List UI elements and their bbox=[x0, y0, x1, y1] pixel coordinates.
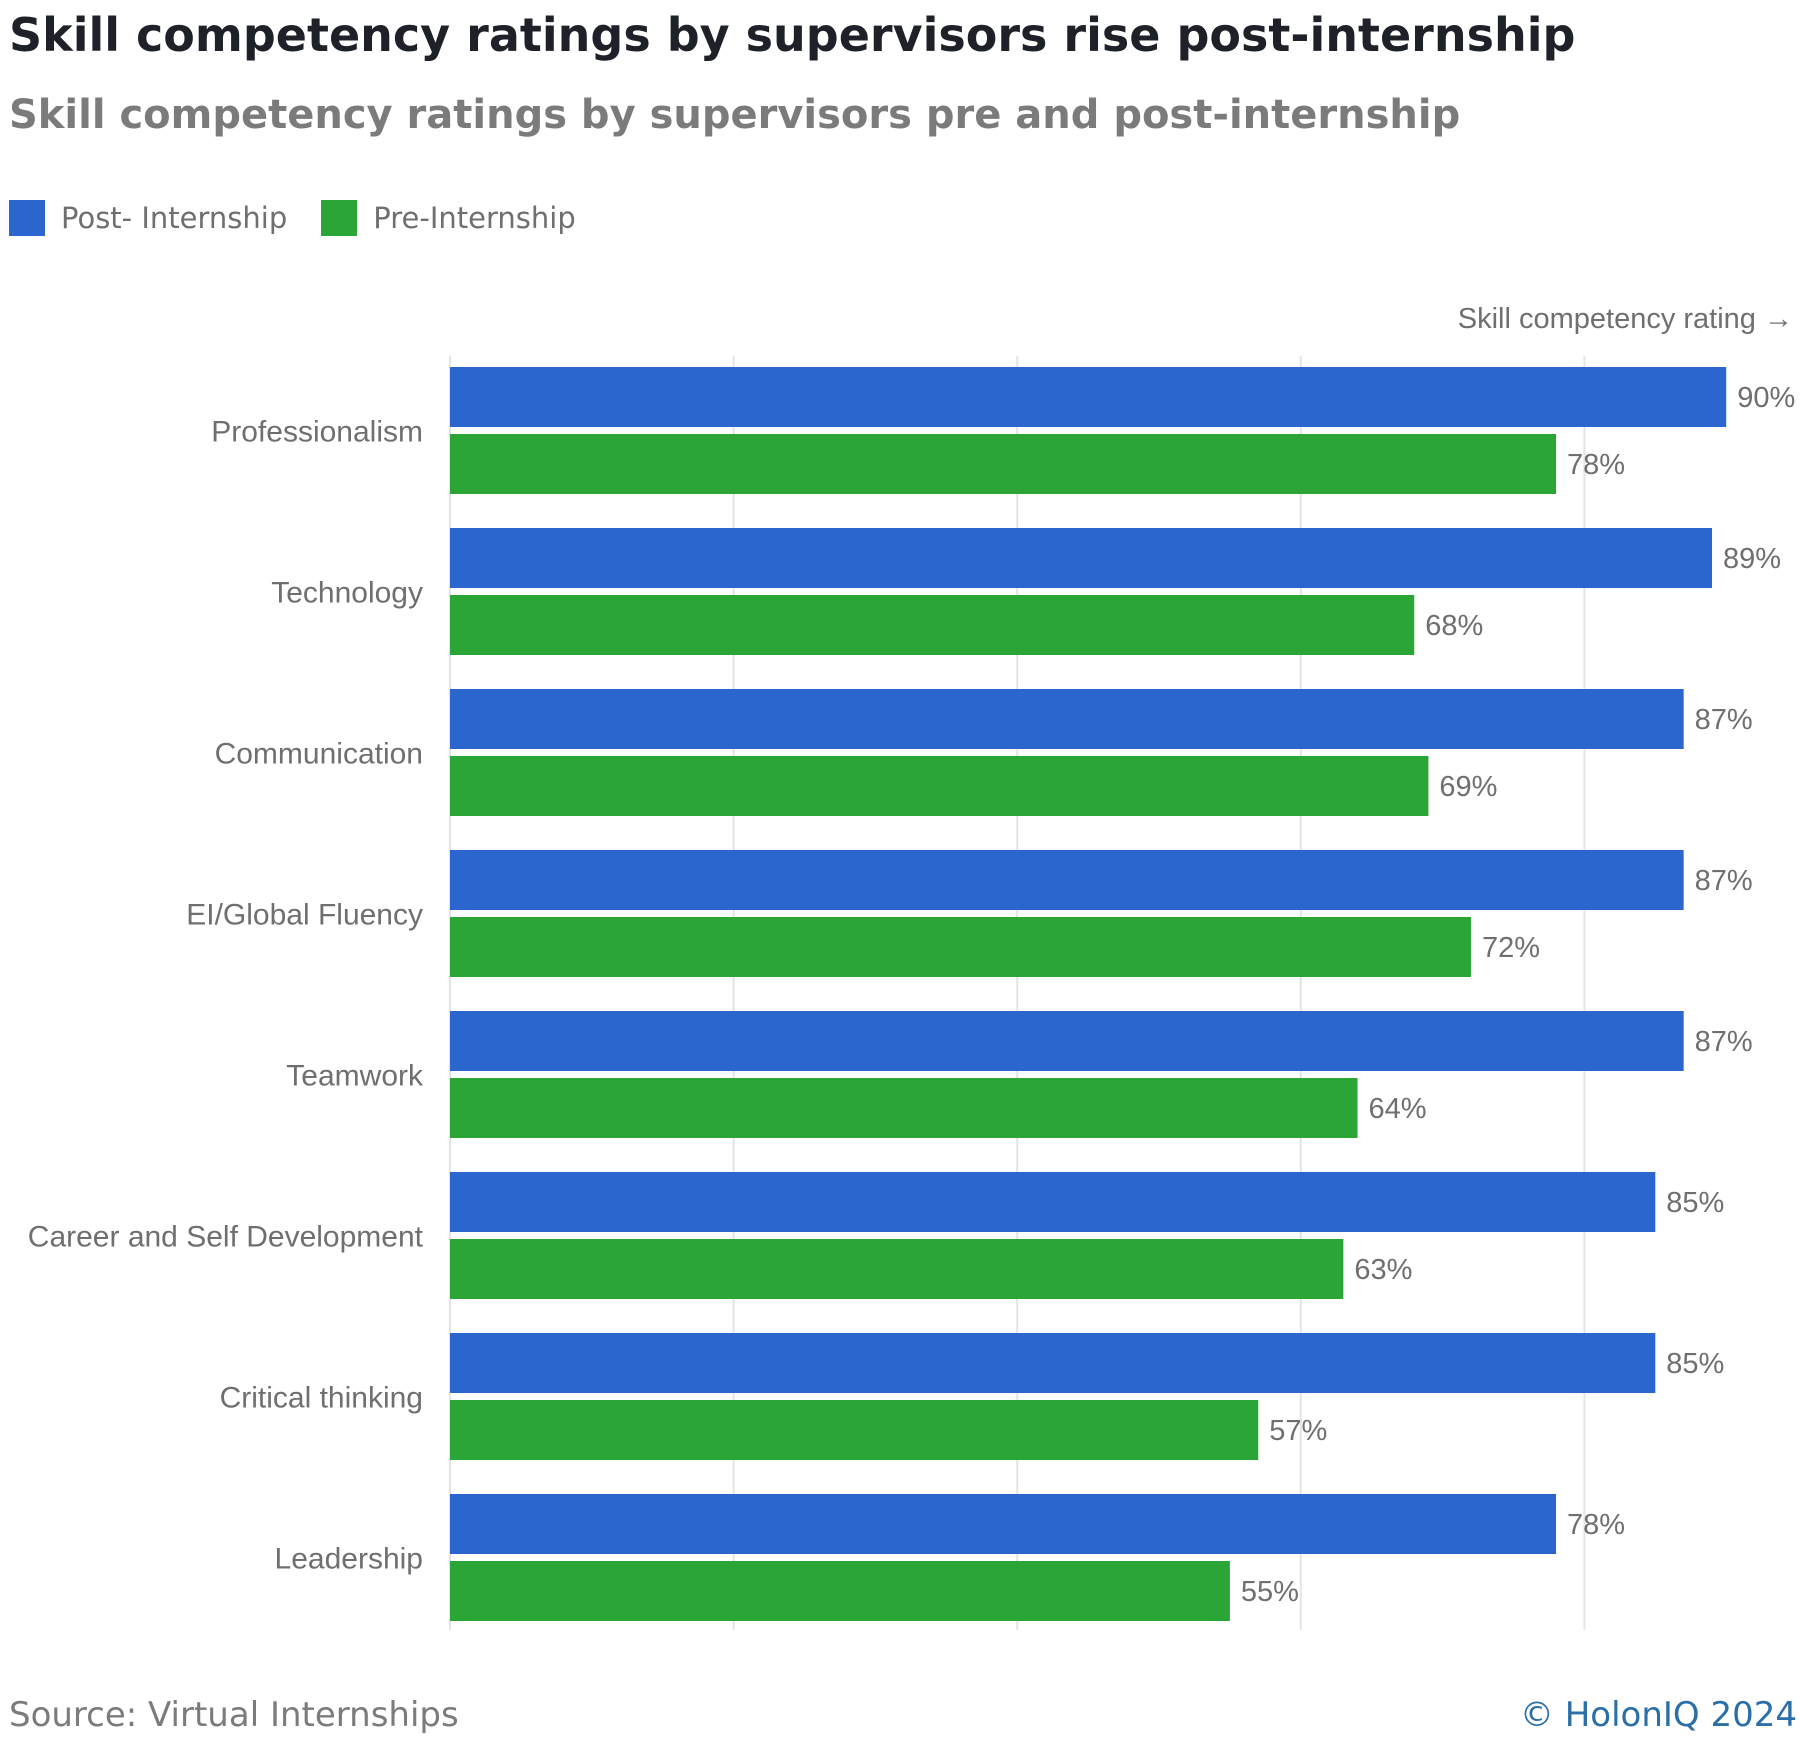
labels: Skill competency rating → Professionalism… bbox=[28, 303, 1795, 1608]
chart-subtitle: Skill competency ratings by supervisors … bbox=[9, 92, 1461, 138]
bar-pre-internship[interactable] bbox=[450, 1078, 1358, 1138]
data-label: 87% bbox=[1695, 865, 1753, 897]
bar-pre-internship[interactable] bbox=[450, 1400, 1259, 1460]
legend-swatch-post bbox=[9, 200, 45, 236]
bar-post-internship[interactable] bbox=[450, 1172, 1656, 1232]
bar-pre-internship[interactable] bbox=[450, 434, 1557, 494]
source-note: Source: Virtual Internships bbox=[9, 1695, 459, 1735]
bar-pre-internship[interactable] bbox=[450, 595, 1415, 655]
category-label: EI/Global Fluency bbox=[186, 899, 423, 932]
legend-label-pre: Pre-Internship bbox=[373, 201, 576, 235]
category-label: Critical thinking bbox=[220, 1382, 423, 1415]
data-label: 85% bbox=[1666, 1187, 1724, 1219]
legend-swatch-pre bbox=[321, 200, 358, 236]
bar-post-internship[interactable] bbox=[450, 850, 1684, 910]
legend: Post- Internship Pre-Internship bbox=[9, 200, 610, 236]
bar-post-internship[interactable] bbox=[450, 367, 1727, 427]
category-label: Leadership bbox=[275, 1543, 423, 1576]
x-axis-title: Skill competency rating → bbox=[1458, 303, 1793, 335]
data-label: 78% bbox=[1567, 1509, 1625, 1541]
bar-post-internship[interactable] bbox=[450, 689, 1684, 749]
category-label: Technology bbox=[271, 577, 423, 610]
data-label: 87% bbox=[1695, 1026, 1753, 1058]
data-label: 87% bbox=[1695, 704, 1753, 736]
bar-pre-internship[interactable] bbox=[450, 917, 1471, 977]
legend-item-pre[interactable]: Pre-Internship bbox=[321, 200, 576, 236]
data-label: 57% bbox=[1269, 1415, 1327, 1447]
bar-post-internship[interactable] bbox=[450, 1494, 1557, 1554]
data-label: 89% bbox=[1723, 543, 1781, 575]
bar-chart: Skill competency rating → Professionalism… bbox=[28, 303, 1795, 1630]
category-label: Teamwork bbox=[286, 1060, 424, 1093]
bar-post-internship[interactable] bbox=[450, 1011, 1684, 1071]
bars bbox=[450, 367, 1727, 1621]
data-label: 55% bbox=[1241, 1576, 1299, 1608]
chart-title: Skill competency ratings by supervisors … bbox=[9, 8, 1576, 62]
category-label: Communication bbox=[215, 738, 423, 771]
bar-pre-internship[interactable] bbox=[450, 1239, 1344, 1299]
bar-post-internship[interactable] bbox=[450, 528, 1713, 588]
data-label: 63% bbox=[1354, 1254, 1412, 1286]
category-label: Professionalism bbox=[211, 416, 423, 449]
legend-item-post[interactable]: Post- Internship bbox=[9, 200, 287, 236]
data-label: 69% bbox=[1439, 771, 1497, 803]
bar-pre-internship[interactable] bbox=[450, 756, 1429, 816]
data-label: 78% bbox=[1567, 449, 1625, 481]
bar-post-internship[interactable] bbox=[450, 1333, 1656, 1393]
copyright-link[interactable]: © HolonIQ 2024 bbox=[1519, 1695, 1797, 1735]
legend-label-post: Post- Internship bbox=[61, 201, 288, 235]
data-label: 90% bbox=[1737, 382, 1795, 414]
data-label: 72% bbox=[1482, 932, 1540, 964]
category-label: Career and Self Development bbox=[28, 1221, 424, 1254]
data-label: 85% bbox=[1666, 1348, 1724, 1380]
data-label: 64% bbox=[1369, 1093, 1427, 1125]
data-label: 68% bbox=[1425, 610, 1483, 642]
bar-pre-internship[interactable] bbox=[450, 1561, 1230, 1621]
